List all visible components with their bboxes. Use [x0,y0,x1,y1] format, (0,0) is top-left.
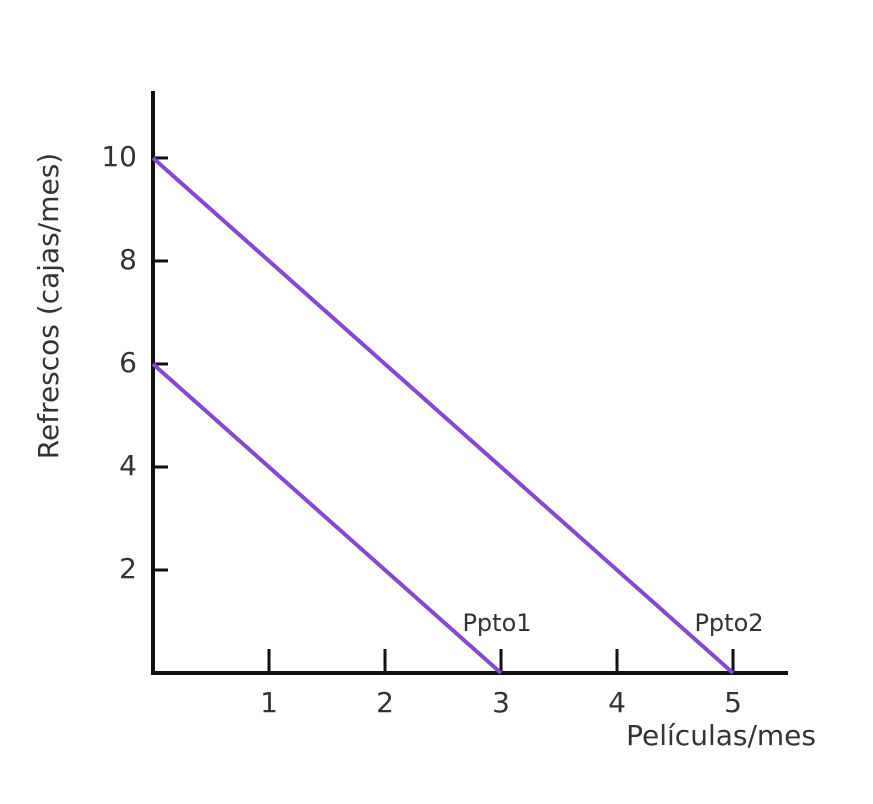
y-tick-label: 2 [119,552,137,585]
line-label: Ppto1 [462,609,531,637]
line-label: Ppto2 [694,609,763,637]
x-tick-label: 4 [608,686,626,719]
budget-line [151,156,735,675]
y-tick-label: 10 [101,140,137,173]
x-tick-label: 1 [260,686,278,719]
x-axis-label: Películas/mes [626,719,816,752]
x-tick-label: 5 [724,686,742,719]
x-tick-label: 2 [376,686,394,719]
x-tick-label: 3 [492,686,510,719]
y-axis-label: Refrescos (cajas/mes) [32,153,65,459]
y-tick-label: 8 [119,243,137,276]
y-tick-label: 6 [119,346,137,379]
y-tick-label: 4 [119,449,137,482]
budget-line [151,362,503,675]
